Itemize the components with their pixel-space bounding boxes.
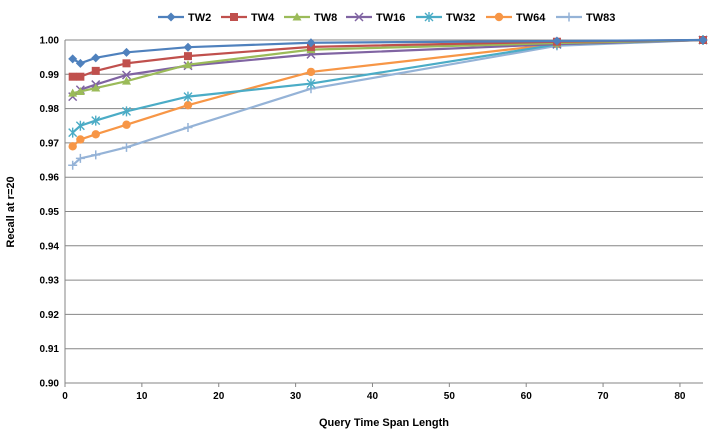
data-point-tw64 (76, 135, 85, 144)
series-tw32 (68, 35, 708, 138)
legend-item-tw16: TW16 (346, 12, 405, 24)
legend-marker-icon (494, 12, 504, 22)
data-point-tw83 (183, 122, 193, 132)
series-tw2 (68, 35, 708, 68)
legend-marker-icon (424, 12, 434, 22)
y-axis-label: Recall at r=20 (5, 176, 17, 247)
legend-label: TW32 (446, 12, 475, 24)
legend-label: TW16 (376, 12, 405, 24)
legend-marker-icon (166, 12, 176, 22)
data-point-tw32 (121, 106, 131, 117)
x-tick-label: 30 (290, 391, 302, 402)
data-point-tw32 (183, 91, 193, 102)
data-point-tw32 (68, 127, 78, 138)
data-point-tw2 (552, 36, 562, 46)
data-point-tw4 (76, 72, 85, 81)
y-tick-label: 0.98 (40, 104, 60, 115)
y-tick-label: 0.95 (40, 207, 60, 218)
data-point-tw64 (183, 100, 193, 110)
x-tick-label: 50 (444, 391, 456, 402)
legend-item-tw83: TW83 (556, 12, 615, 24)
data-point-tw2 (91, 53, 101, 63)
legend-item-tw2: TW2 (158, 12, 211, 24)
y-tick-label: 0.93 (40, 276, 60, 287)
y-tick-label: 1.00 (40, 36, 60, 47)
series-group (68, 35, 708, 170)
data-point-tw64 (306, 67, 316, 77)
legend: TW2 TW4 TW8 TW16 TW32 TW64 TW83 (158, 12, 615, 24)
x-tick-label: 70 (598, 391, 610, 402)
y-tick-labels: 0.90 0.91 0.92 0.93 0.94 0.95 0.96 0.97 0.98 0.99… (40, 36, 60, 390)
data-point-tw8 (121, 76, 131, 85)
y-tick-label: 0.96 (40, 173, 60, 184)
legend-item-tw4: TW4 (221, 12, 275, 24)
data-point-tw32 (306, 78, 316, 89)
legend-label: TW2 (188, 12, 211, 24)
legend-marker-icon (354, 12, 364, 22)
data-point-tw16 (121, 70, 132, 80)
data-point-tw64 (122, 120, 131, 129)
x-tick-label: 20 (213, 391, 225, 402)
legend-label: TW4 (251, 12, 275, 24)
x-tick-label: 80 (674, 391, 686, 402)
x-tick-labels: 0 10 20 30 40 50 60 70 80 (62, 391, 686, 402)
y-tick-label: 0.91 (40, 344, 60, 355)
series-line-tw8 (72, 38, 704, 95)
series-tw64 (68, 35, 708, 151)
x-tick-label: 0 (62, 391, 68, 402)
gridlines (65, 39, 703, 384)
x-tick-label: 10 (136, 391, 148, 402)
data-point-tw4 (183, 52, 192, 61)
legend-label: TW64 (516, 12, 546, 24)
axes (64, 40, 703, 387)
y-tick-label: 0.90 (40, 379, 60, 390)
data-point-tw2 (183, 42, 193, 52)
data-point-tw2 (75, 58, 85, 68)
data-point-tw83 (121, 142, 131, 152)
x-tick-label: 60 (521, 391, 533, 402)
data-point-tw83 (68, 160, 78, 170)
data-point-tw4 (68, 72, 77, 81)
y-tick-label: 0.97 (40, 138, 60, 149)
x-axis-label: Query Time Span Length (319, 417, 449, 429)
legend-item-tw8: TW8 (284, 12, 337, 24)
data-point-tw83 (91, 150, 101, 160)
data-point-tw8 (68, 88, 78, 97)
legend-item-tw32: TW32 (416, 12, 475, 24)
data-point-tw64 (91, 130, 100, 139)
data-point-tw32 (75, 120, 85, 131)
legend-item-tw64: TW64 (486, 12, 546, 24)
series-line-tw16 (71, 38, 704, 98)
y-tick-label: 0.94 (40, 241, 60, 252)
data-point-tw8 (75, 86, 85, 95)
legend-label: TW83 (586, 12, 615, 24)
data-point-tw32 (91, 115, 101, 126)
x-tick-label: 40 (367, 391, 379, 402)
series-line-tw32 (71, 38, 704, 134)
data-point-tw83 (75, 153, 85, 163)
data-point-tw4 (122, 59, 131, 68)
legend-label: TW8 (314, 12, 337, 24)
legend-marker-icon (230, 13, 238, 21)
data-point-tw64 (68, 142, 77, 151)
legend-marker-icon (564, 12, 574, 22)
legend-marker-icon (292, 12, 302, 21)
data-point-tw2 (121, 47, 131, 57)
data-point-tw4 (91, 66, 100, 75)
data-point-tw8 (91, 83, 101, 92)
data-point-tw8 (183, 60, 193, 69)
data-point-tw2 (68, 54, 78, 64)
data-point-tw2 (698, 35, 708, 45)
series-line-tw64 (71, 38, 704, 148)
y-tick-label: 0.92 (40, 310, 60, 321)
data-point-tw2 (306, 38, 316, 48)
y-tick-label: 0.99 (40, 70, 60, 81)
